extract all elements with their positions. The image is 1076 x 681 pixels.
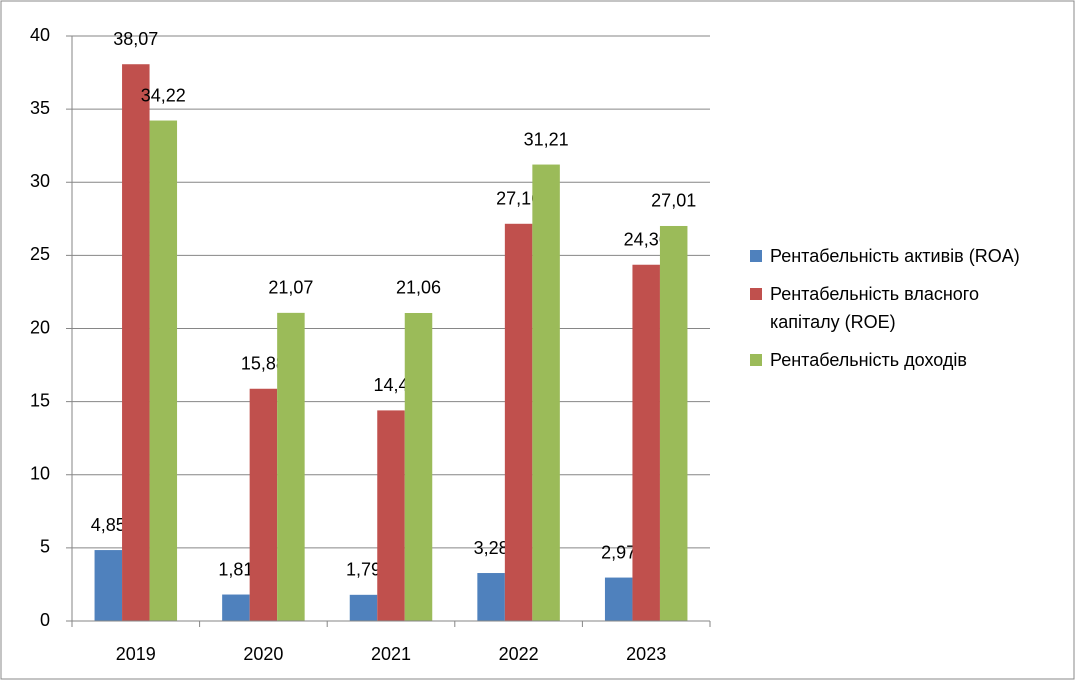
y-tick-label: 5 (40, 537, 50, 557)
bar (632, 264, 660, 621)
bar (249, 388, 278, 621)
value-label: 15,88 (241, 354, 286, 374)
value-label: 1,79 (346, 560, 381, 580)
bar (122, 64, 150, 621)
bar (659, 225, 688, 621)
legend-label: Рентабельність доходів (770, 350, 967, 370)
y-tick-label: 40 (30, 25, 50, 45)
value-label: 27,01 (651, 191, 696, 211)
y-tick-label: 15 (30, 390, 50, 410)
bar (349, 594, 378, 621)
legend-swatch (750, 354, 762, 366)
legend-swatch (750, 250, 762, 262)
value-label: 21,07 (268, 278, 313, 298)
x-tick-label: 2023 (626, 644, 666, 664)
value-label: 14,4 (373, 375, 408, 395)
bar (94, 550, 123, 621)
legend: Рентабельність активів (ROA) Рентабельніс… (750, 242, 1050, 384)
value-label: 24,36 (624, 229, 669, 249)
y-tick-label: 10 (30, 464, 50, 484)
value-label: 3,28 (474, 538, 509, 558)
bar (504, 223, 533, 621)
value-label: 27,16 (496, 189, 541, 209)
value-label: 31,21 (524, 129, 569, 149)
x-tick-label: 2022 (499, 644, 539, 664)
legend-item: Рентабельність доходів (750, 346, 1050, 374)
bar (277, 312, 305, 621)
legend-label: Рентабельність активів (ROA) (770, 246, 1020, 266)
y-tick-label: 0 (40, 610, 50, 630)
legend-label: Рентабельність власного капіталу (ROE) (770, 284, 979, 332)
value-label: 1,81 (218, 559, 253, 579)
value-label: 21,06 (396, 278, 441, 298)
value-label: 38,07 (113, 29, 158, 49)
y-tick-label: 20 (30, 317, 50, 337)
bar (477, 573, 505, 621)
legend-item: Рентабельність активів (ROA) (750, 242, 1050, 270)
y-tick-label: 30 (30, 171, 50, 191)
value-label: 4,85 (91, 515, 126, 535)
value-label: 2,97 (601, 542, 636, 562)
bar (404, 312, 433, 621)
bar (377, 410, 405, 621)
x-tick-label: 2021 (371, 644, 411, 664)
legend-swatch (750, 288, 762, 300)
y-tick-label: 35 (30, 98, 50, 118)
x-tick-label: 2019 (116, 644, 156, 664)
bar (604, 577, 633, 621)
legend-item: Рентабельність власного капіталу (ROE) (750, 280, 1050, 336)
x-tick-label: 2020 (243, 644, 283, 664)
bar (222, 594, 250, 621)
bar (532, 164, 560, 621)
bar (149, 120, 178, 621)
value-label: 34,22 (141, 85, 186, 105)
y-tick-label: 25 (30, 244, 50, 264)
